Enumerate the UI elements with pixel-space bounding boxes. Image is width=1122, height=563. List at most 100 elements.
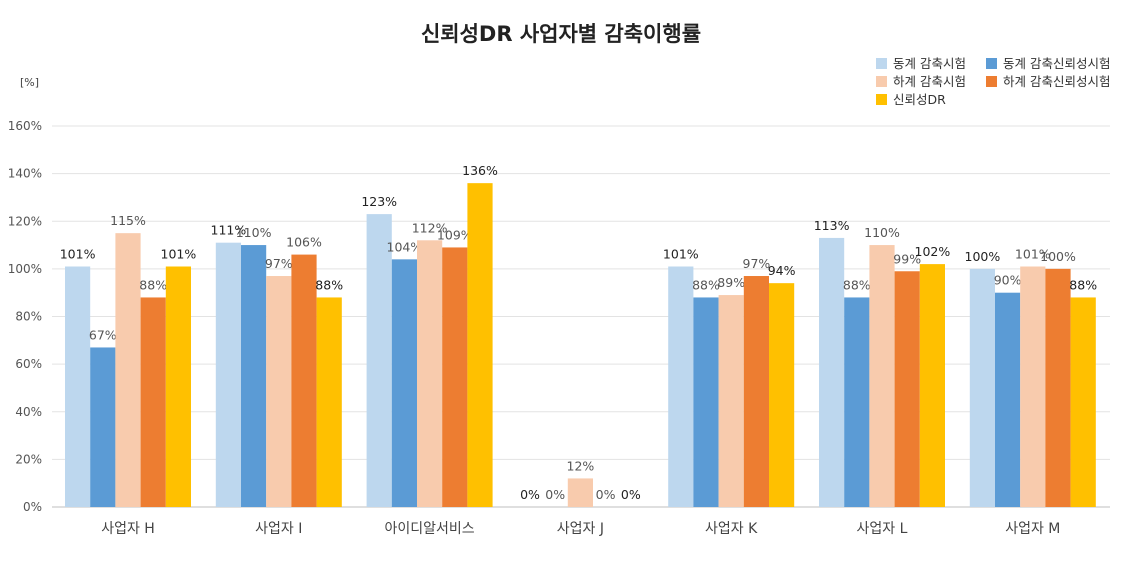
bar (693, 297, 719, 507)
x-tick-label: 사업자 H (101, 521, 155, 537)
bar (995, 292, 1021, 507)
data-label: 110% (236, 225, 272, 240)
bar (391, 259, 417, 507)
y-tick-label: 100% (8, 262, 42, 276)
legend-swatch (986, 58, 997, 69)
x-tick-label: 사업자 K (705, 521, 758, 537)
legend-label: 하계 감축신뢰성시험 (1003, 74, 1111, 89)
legend-item: 신뢰성DR (876, 92, 946, 108)
data-label: 97% (743, 256, 771, 271)
bar (467, 183, 493, 507)
legend-item: 하계 감축시험 (876, 74, 966, 90)
bar (1070, 297, 1096, 507)
legend-label: 신뢰성DR (893, 92, 946, 107)
data-label: 12% (567, 458, 595, 473)
data-label: 88% (843, 277, 871, 292)
bar (567, 478, 593, 507)
data-label: 109% (437, 227, 473, 242)
bar (291, 254, 317, 507)
bar (743, 276, 769, 507)
data-label: 89% (717, 275, 745, 290)
legend-swatch (876, 94, 887, 105)
data-label: 99% (893, 251, 921, 266)
bar (115, 233, 141, 507)
y-tick-label: 40% (15, 405, 42, 419)
data-label: 0% (520, 487, 540, 502)
y-tick-label: 20% (15, 452, 42, 466)
data-label: 0% (596, 487, 616, 502)
x-tick-label: 사업자 I (255, 521, 302, 537)
y-axis-unit-label: [%] (20, 76, 40, 89)
legend-swatch (986, 76, 997, 87)
y-tick-label: 140% (8, 167, 42, 181)
bar (869, 245, 895, 507)
bar (769, 283, 795, 507)
data-label: 90% (994, 273, 1022, 288)
data-label: 100% (965, 249, 1001, 264)
data-label: 111% (211, 223, 247, 238)
bar (140, 297, 166, 507)
data-label: 100% (1040, 249, 1076, 264)
legend-item: 하계 감축신뢰성시험 (986, 74, 1110, 90)
data-label: 88% (1069, 277, 1097, 292)
bar (718, 295, 744, 507)
data-label: 104% (387, 239, 423, 254)
data-label: 115% (110, 213, 146, 228)
bar (919, 264, 945, 507)
bar (366, 214, 392, 507)
x-tick-label: 사업자 J (557, 521, 604, 537)
data-label: 0% (621, 487, 641, 502)
legend-label: 동계 감축시험 (893, 56, 966, 71)
bar (969, 268, 995, 507)
data-label: 67% (89, 327, 117, 342)
bar (417, 240, 443, 508)
y-tick-label: 120% (8, 214, 42, 228)
bar (442, 247, 468, 507)
legend-swatch (876, 58, 887, 69)
data-label: 123% (361, 194, 397, 209)
data-label: 136% (462, 163, 498, 178)
bar (844, 297, 870, 507)
x-tick-label: 사업자 M (1005, 521, 1060, 537)
data-label: 110% (864, 225, 900, 240)
data-label: 88% (692, 277, 720, 292)
legend-item: 동계 감축시험 (876, 56, 966, 72)
data-label: 101% (60, 246, 96, 261)
bar (65, 266, 91, 507)
data-label: 101% (1015, 246, 1051, 261)
bar (1020, 266, 1046, 507)
data-label: 113% (814, 218, 850, 233)
data-label: 101% (663, 246, 699, 261)
data-label: 101% (161, 246, 197, 261)
bar (90, 347, 116, 507)
bar (668, 266, 694, 507)
y-tick-label: 60% (15, 357, 42, 371)
y-tick-label: 80% (15, 310, 42, 324)
x-tick-label: 사업자 L (857, 521, 908, 537)
data-label: 88% (315, 277, 343, 292)
data-label: 106% (286, 235, 322, 250)
chart-title: 신뢰성DR 사업자별 감축이행률 (420, 22, 702, 46)
data-label: 94% (768, 263, 796, 278)
bar (1045, 268, 1071, 507)
legend-swatch (876, 76, 887, 87)
bar (215, 242, 241, 507)
bar (819, 237, 845, 507)
bar (894, 271, 920, 507)
legend-item: 동계 감축신뢰성시험 (986, 56, 1110, 72)
data-label: 112% (412, 220, 448, 235)
legend-label: 동계 감축신뢰성시험 (1003, 56, 1111, 71)
bar (266, 276, 292, 507)
x-tick-label: 아이디알서비스 (385, 521, 475, 537)
bar (165, 266, 191, 507)
bar (241, 245, 267, 507)
legend-label: 하계 감축시험 (893, 74, 966, 89)
y-tick-label: 0% (23, 500, 42, 514)
data-label: 88% (139, 277, 167, 292)
data-label: 102% (915, 244, 951, 259)
bar (316, 297, 342, 507)
data-label: 97% (265, 256, 293, 271)
y-tick-label: 160% (8, 119, 42, 133)
data-label: 0% (545, 487, 565, 502)
